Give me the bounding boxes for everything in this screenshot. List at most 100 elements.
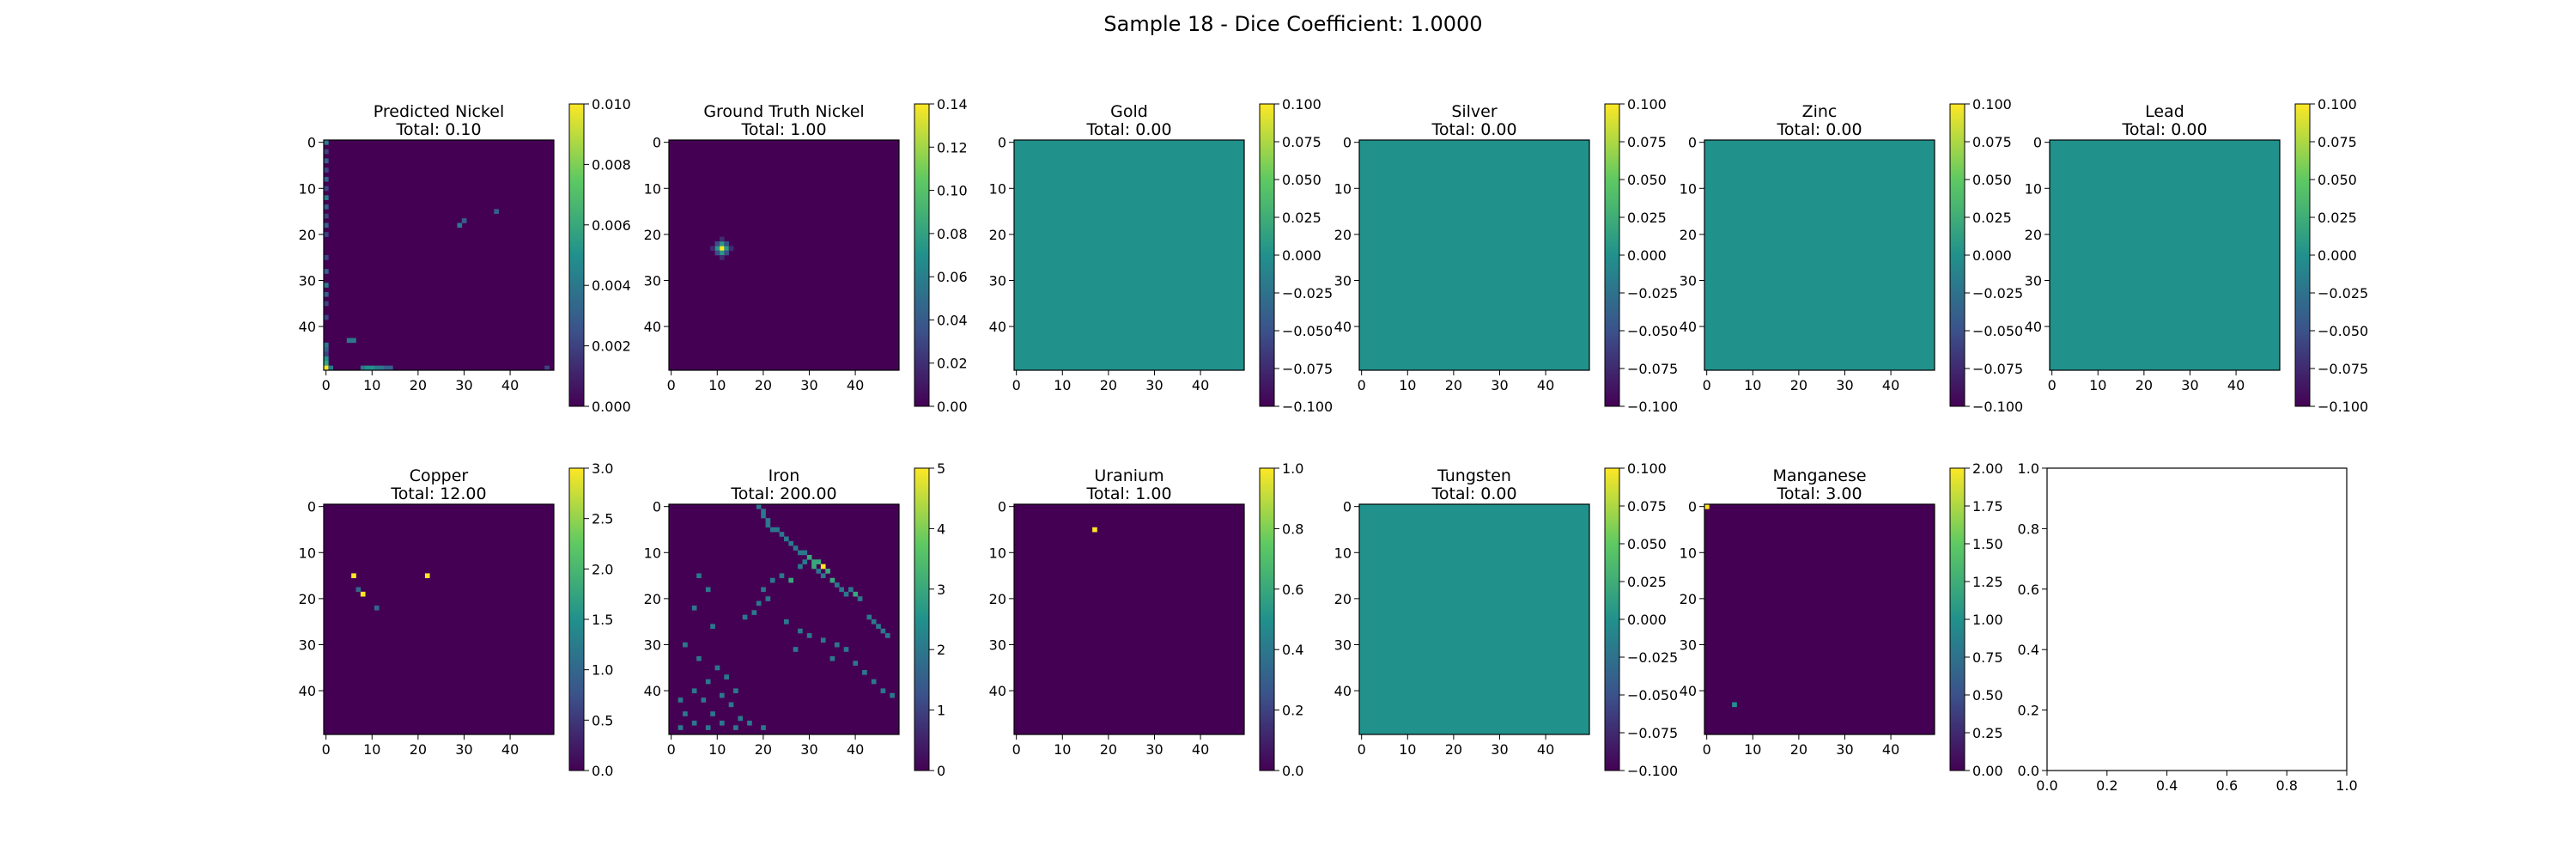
heatmap-cell [806,633,812,638]
colorbar-tick-label: 0.000 [2318,247,2357,264]
heatmap-cell [802,550,808,556]
axes-frame [1013,503,1245,735]
y-tick-label: 30 [299,637,316,653]
colorbar [1949,103,1965,407]
panel-total: Total: 0.00 [1085,120,1171,139]
heatmap-cell [719,250,725,256]
y-tick-label: 40 [989,683,1006,699]
colorbar-tick-label: 0.04 [937,312,968,328]
x-tick-label: 10 [1054,377,1071,393]
colorbar [1949,467,1965,771]
axes-frame [323,503,555,735]
heatmap-cell [843,591,849,597]
x-tick-label: 20 [1445,741,1462,758]
x-tick-label: 40 [1537,741,1554,758]
heatmap-cell [457,222,463,228]
panel-title: Silver [1451,102,1498,121]
heatmap-cell [884,633,890,638]
x-tick-label: 0 [2048,377,2057,393]
heatmap-cell [351,573,356,579]
x-tick-label: 20 [755,377,772,393]
heatmap-cell [876,624,881,630]
x-tick-label: 30 [455,741,472,758]
y-tick-label: 30 [1680,272,1697,289]
heatmap-cell [784,536,789,542]
heatmap-cell [733,688,738,694]
colorbar-tick-label: 0.2 [1282,703,1303,719]
colorbar-tick-label: 1 [937,703,945,719]
heatmap-cell [834,582,840,588]
heatmap-cell [811,559,817,564]
heatmap-cell [761,513,766,519]
heatmap-cell [324,140,329,145]
heatmap-cell [701,698,707,703]
y-tick-label: 10 [644,180,661,197]
x-tick-label: 10 [708,741,726,758]
y-tick-label: 0.4 [2018,642,2039,658]
heatmap-cell [324,232,329,237]
colorbar-tick-label: 0.08 [937,226,968,242]
colorbar-tick-label: 0.10 [937,183,968,199]
y-tick-label: 10 [989,180,1006,197]
y-tick-label: 10 [644,545,661,561]
y-tick-label: 20 [1334,227,1352,243]
colorbar-tick-label: 0.075 [2318,134,2357,150]
y-tick-label: 20 [989,591,1006,607]
panel-total: Total: 1.00 [740,120,826,139]
x-tick-label: 30 [800,377,817,393]
heatmap-cell [494,209,499,215]
colorbar-tick-label: 0.050 [1972,172,2012,188]
heatmap-cell [324,291,329,297]
heatmap-cell [324,365,329,371]
colorbar-tick-label: 0.000 [1972,247,2012,264]
x-tick-label: 0.0 [2036,777,2057,794]
colorbar-tick-label: 1.5 [592,612,613,628]
heatmap-cell [843,647,849,652]
y-tick-label: 40 [644,319,661,335]
colorbar-tick-label: 0.4 [1282,642,1303,658]
x-tick-label: 40 [2227,377,2245,393]
heatmap-cell [761,587,766,593]
colorbar-tick-label: 0.050 [1282,172,1321,188]
colorbar [914,467,930,771]
y-tick-label: 30 [299,272,316,289]
colorbar-tick-label: 0.5 [592,712,613,728]
x-tick-label: 40 [1192,377,1209,393]
heatmap-cell [365,365,370,371]
colorbar-tick-label: 0.050 [2318,172,2357,188]
heatmap-cell [724,674,729,679]
heatmap-cell [820,637,826,643]
panel-title: Uranium [1094,466,1163,485]
axes-frame [2049,139,2281,371]
y-tick-label: 40 [299,319,316,335]
y-tick-label: 0 [1688,499,1697,515]
colorbar-tick-label: −0.075 [1627,361,1678,377]
axes-frame [1358,139,1590,371]
y-tick-label: 30 [1680,637,1697,653]
colorbar-tick-label: 0.000 [1627,612,1667,628]
colorbar-tick-label: 0.75 [1972,649,2003,666]
heatmap-cell [324,283,329,288]
colorbar-tick-label: 0.075 [1972,134,2012,150]
y-tick-label: 40 [2025,319,2042,335]
heatmap-background [1359,504,1589,734]
heatmap-cell [324,195,329,200]
panel-title: Tungsten [1437,466,1511,485]
heatmap-cell [769,527,775,533]
x-tick-label: 0 [667,377,676,393]
heatmap-cell [719,720,725,726]
y-tick-label: 0 [1688,135,1697,151]
heatmap-cell [324,176,329,182]
heatmap-cell [705,725,711,730]
y-tick-label: 40 [989,319,1006,335]
panel-empty-axes: 0.0 0.2 0.4 0.6 0.8 1.0 0.0 0.2 0.4 0.6 0.8 1.0 [2018,460,2358,794]
heatmap-cell [811,564,817,570]
colorbar [1259,467,1275,771]
colorbar-tick-label: 0.006 [592,217,631,234]
panel-total: Total: 0.00 [1776,120,1862,139]
